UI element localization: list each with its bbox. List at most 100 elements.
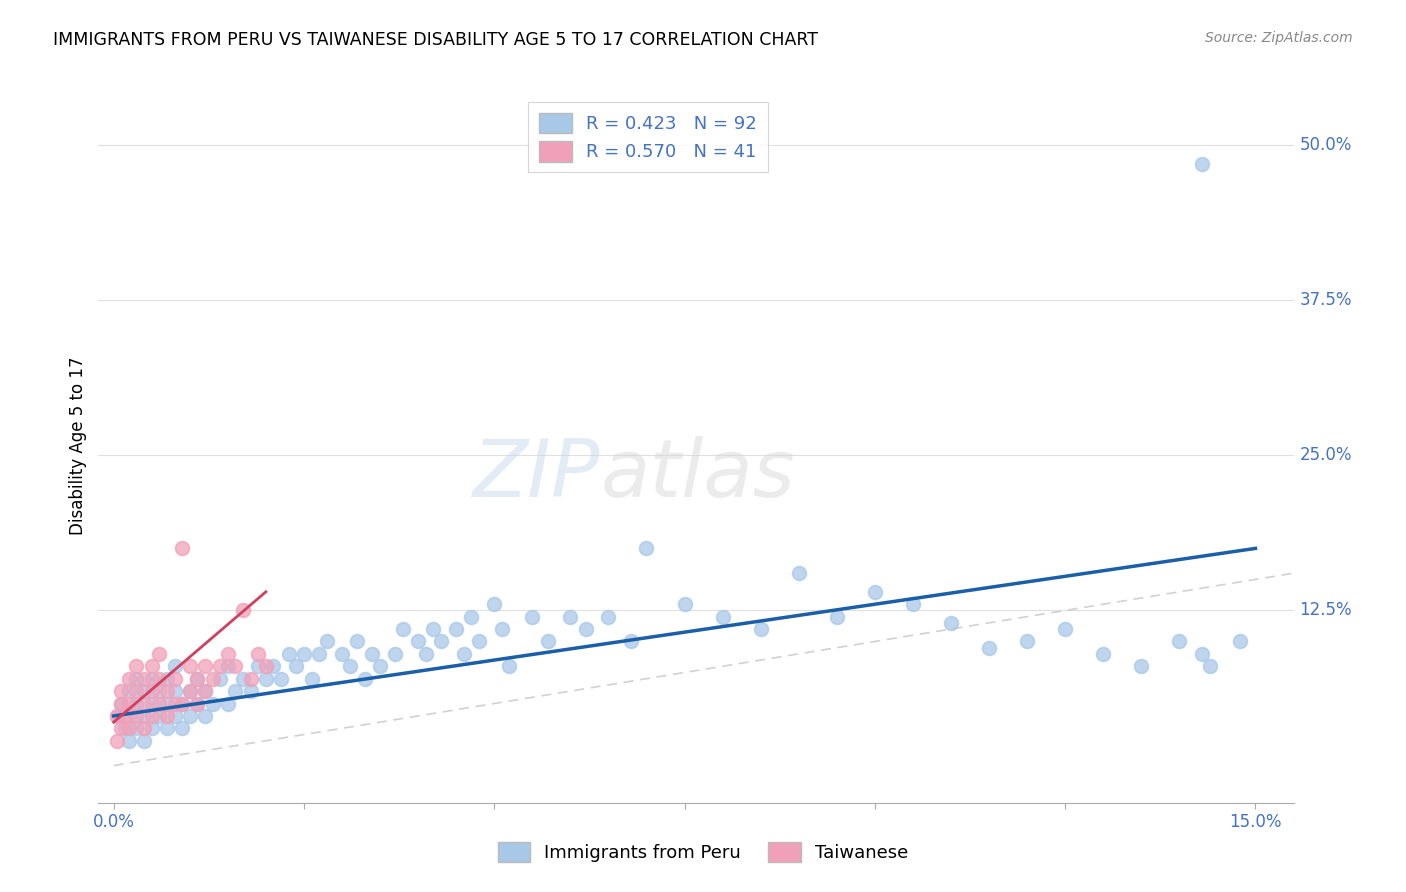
Point	[453, 647, 475, 661]
Point	[232, 603, 254, 617]
Point	[422, 622, 444, 636]
Point	[148, 672, 170, 686]
Text: ZIP: ZIP	[472, 435, 600, 514]
Point	[118, 709, 141, 723]
Point	[460, 609, 482, 624]
Point	[901, 597, 924, 611]
Point	[254, 672, 277, 686]
Point	[125, 722, 148, 736]
Point	[711, 609, 734, 624]
Point	[163, 684, 186, 698]
Point	[163, 709, 186, 723]
Point	[186, 672, 208, 686]
Point	[132, 733, 155, 747]
Point	[186, 697, 208, 711]
Point	[1191, 647, 1213, 661]
Point	[406, 634, 429, 648]
Point	[148, 684, 170, 698]
Point	[673, 597, 696, 611]
Point	[1092, 647, 1115, 661]
Text: atlas: atlas	[600, 435, 796, 514]
Point	[263, 659, 285, 673]
Point	[1168, 634, 1191, 648]
Point	[468, 634, 491, 648]
Point	[247, 659, 270, 673]
Point	[194, 659, 217, 673]
Point	[444, 622, 467, 636]
Point	[620, 634, 643, 648]
Text: 37.5%: 37.5%	[1299, 291, 1353, 310]
Point	[118, 733, 141, 747]
Point	[270, 672, 292, 686]
Point	[118, 697, 141, 711]
Point	[110, 684, 132, 698]
Point	[163, 672, 186, 686]
Point	[141, 697, 163, 711]
Point	[194, 684, 217, 698]
Point	[1229, 634, 1251, 648]
Point	[863, 584, 886, 599]
Point	[186, 672, 208, 686]
Point	[239, 672, 262, 686]
Point	[315, 634, 337, 648]
Point	[172, 541, 194, 556]
Point	[179, 684, 201, 698]
Point	[141, 672, 163, 686]
Point	[132, 709, 155, 723]
Point	[179, 684, 201, 698]
Point	[132, 672, 155, 686]
Point	[125, 697, 148, 711]
Point	[749, 622, 772, 636]
Point	[598, 609, 620, 624]
Point	[787, 566, 810, 581]
Point	[201, 672, 224, 686]
Point	[163, 697, 186, 711]
Point	[232, 672, 254, 686]
Point	[1017, 634, 1039, 648]
Point	[172, 697, 194, 711]
Point	[574, 622, 596, 636]
Point	[346, 634, 368, 648]
Point	[224, 659, 246, 673]
Point	[430, 634, 453, 648]
Point	[224, 684, 246, 698]
Point	[292, 647, 315, 661]
Point	[110, 697, 132, 711]
Point	[1191, 156, 1213, 170]
Point	[118, 684, 141, 698]
Point	[172, 697, 194, 711]
Point	[939, 615, 962, 630]
Point	[107, 733, 129, 747]
Text: IMMIGRANTS FROM PERU VS TAIWANESE DISABILITY AGE 5 TO 17 CORRELATION CHART: IMMIGRANTS FROM PERU VS TAIWANESE DISABI…	[53, 31, 818, 49]
Point	[308, 647, 330, 661]
Point	[125, 659, 148, 673]
Point	[118, 672, 141, 686]
Point	[125, 684, 148, 698]
Point	[368, 659, 391, 673]
Point	[1054, 622, 1077, 636]
Point	[254, 659, 277, 673]
Point	[156, 722, 179, 736]
Text: 50.0%: 50.0%	[1299, 136, 1353, 154]
Point	[148, 709, 170, 723]
Point	[277, 647, 299, 661]
Point	[392, 622, 415, 636]
Point	[148, 647, 170, 661]
Text: Source: ZipAtlas.com: Source: ZipAtlas.com	[1205, 31, 1353, 45]
Point	[132, 722, 155, 736]
Point	[239, 684, 262, 698]
Point	[141, 709, 163, 723]
Point	[1130, 659, 1153, 673]
Point	[217, 659, 239, 673]
Point	[301, 672, 323, 686]
Point	[141, 722, 163, 736]
Point	[330, 647, 353, 661]
Point	[107, 709, 129, 723]
Point	[125, 709, 148, 723]
Point	[361, 647, 384, 661]
Text: 12.5%: 12.5%	[1299, 601, 1353, 619]
Point	[339, 659, 361, 673]
Point	[118, 722, 141, 736]
Point	[194, 709, 217, 723]
Point	[107, 709, 129, 723]
